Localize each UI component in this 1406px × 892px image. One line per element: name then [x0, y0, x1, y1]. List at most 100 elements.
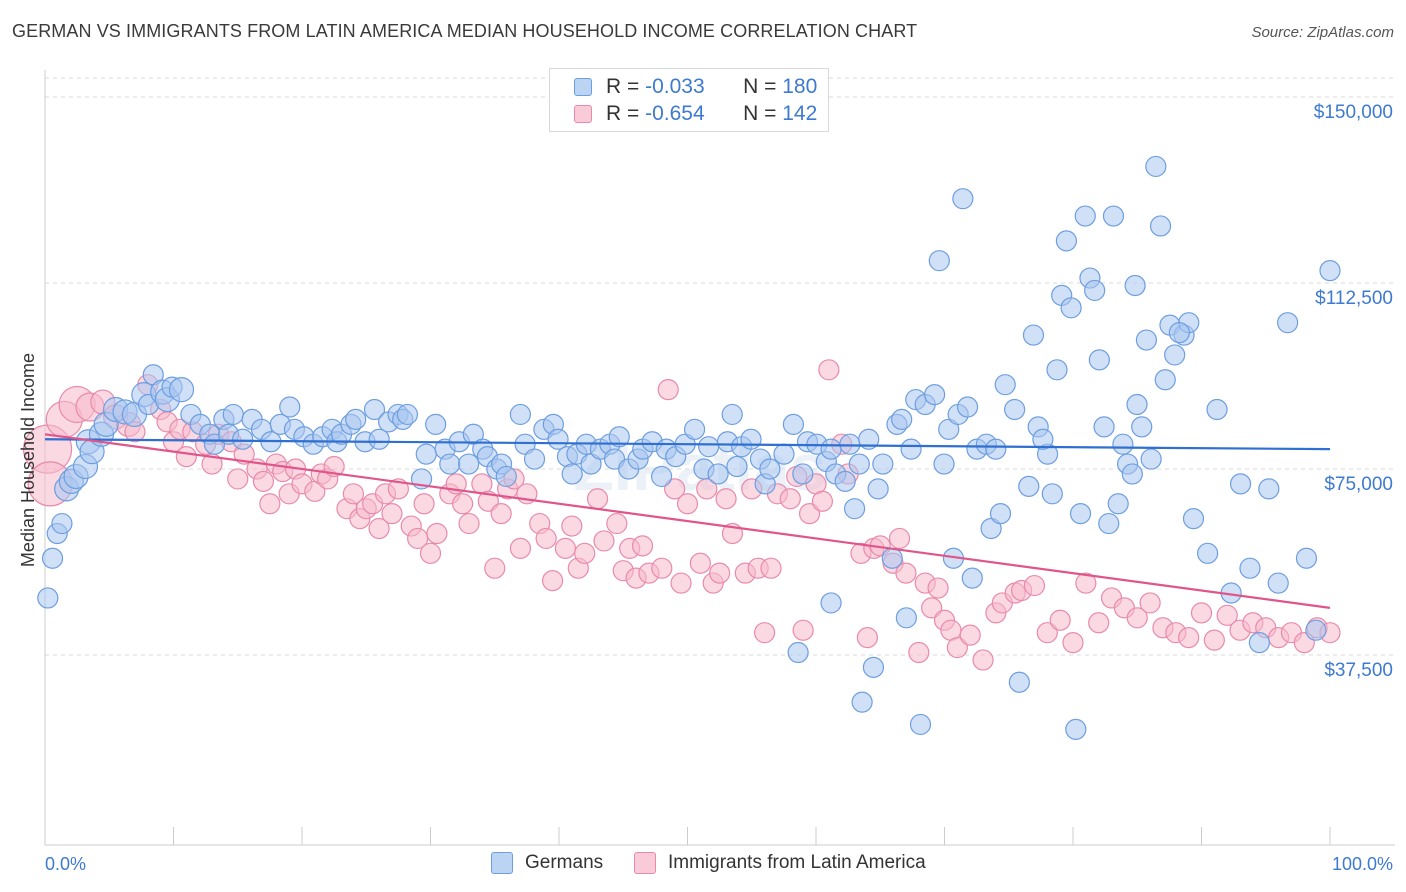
latin-america-point	[921, 597, 943, 619]
germans-point	[872, 453, 894, 475]
germans-point	[1088, 349, 1110, 371]
germans-point	[698, 436, 720, 458]
germans-point	[928, 250, 950, 272]
germans-point	[1145, 155, 1167, 178]
latin-america-point	[259, 493, 281, 515]
latin-america-point	[753, 622, 776, 644]
latin-america-point	[1023, 574, 1046, 597]
germans-point	[820, 438, 842, 460]
germans-point	[1295, 547, 1318, 569]
germans-point	[862, 656, 885, 679]
latin-america-point	[1139, 592, 1161, 614]
germans-point	[415, 443, 437, 465]
germans-point	[51, 512, 73, 535]
germans-point	[1206, 398, 1228, 421]
germans-point	[843, 498, 866, 520]
germans-point	[651, 465, 673, 488]
germans-point	[740, 428, 762, 450]
latin-america-point	[490, 503, 512, 525]
germans-point	[956, 396, 979, 418]
legend-item-germans[interactable]: Germans	[491, 852, 603, 874]
latin-america-point	[798, 503, 821, 525]
germans-point	[858, 428, 880, 450]
germans-point	[368, 428, 390, 450]
y-tick-label: $150,000	[1314, 102, 1393, 123]
latin-america-point	[1088, 612, 1110, 634]
germans-point	[1107, 493, 1129, 515]
latin-america-point	[1075, 572, 1097, 594]
latin-america-point	[709, 562, 731, 584]
germans-point	[458, 453, 480, 475]
germans-point	[1032, 428, 1054, 450]
germans-point	[881, 547, 903, 569]
germans-point	[961, 567, 983, 589]
germans-point	[608, 426, 630, 448]
legend-label-germans: Germans	[525, 852, 604, 873]
germans-point	[1121, 463, 1143, 485]
latin-america-point	[606, 512, 628, 535]
germans-point	[900, 438, 922, 460]
germans-point	[985, 438, 1007, 460]
axes	[44, 70, 1395, 846]
latin-america-point	[908, 641, 930, 664]
latin-america-point	[541, 569, 564, 592]
germans-point	[514, 433, 536, 455]
latin-america-point	[856, 627, 879, 649]
germans-point	[41, 547, 64, 569]
latin-america-point	[689, 552, 711, 574]
legend-item-latin-america[interactable]: Immigrants from Latin America	[634, 852, 926, 874]
latin-america-point	[888, 527, 911, 550]
latin-america-point	[509, 537, 532, 559]
germans-point	[462, 423, 484, 445]
germans-point	[726, 455, 748, 478]
chart-title: GERMAN VS IMMIGRANTS FROM LATIN AMERICA …	[12, 21, 918, 41]
germans-point	[1065, 718, 1087, 741]
germans-point	[1149, 215, 1172, 237]
germans-point	[396, 403, 419, 426]
legend-label-latin-america: Immigrants from Latin America	[668, 852, 926, 873]
germans-point	[1084, 279, 1106, 302]
germans-trend-line	[44, 438, 1331, 451]
germans-point	[1164, 344, 1186, 366]
axis-labels: $37,500 $75,000 $112,500 $150,000 0.0% 100.0%…	[18, 102, 1393, 874]
germans-point	[848, 453, 870, 475]
latin-america-point	[811, 490, 834, 512]
latin-america-point	[651, 557, 673, 579]
latin-america-point	[554, 537, 577, 559]
germans-point	[279, 396, 301, 418]
legend-r-label: R =	[606, 75, 640, 98]
latin-america-point	[760, 557, 782, 579]
germans-point	[1022, 324, 1045, 346]
latin-america-point	[895, 562, 917, 584]
latin-america-trend-line	[44, 433, 1331, 609]
y-tick-label: $37,500	[1324, 660, 1393, 681]
germans-point	[683, 418, 706, 440]
legend-swatch-latin-america	[634, 852, 656, 874]
germans-point	[1168, 322, 1190, 344]
latin-america-point	[252, 470, 275, 492]
latin-america-point	[657, 379, 679, 401]
latin-america-point	[342, 483, 364, 505]
germans-point	[834, 470, 856, 492]
germans-point	[759, 458, 781, 480]
y-tick-label: $112,500	[1315, 288, 1393, 309]
germans-point	[1069, 503, 1092, 525]
germans-point	[938, 418, 960, 440]
y-axis-title: Median Household Income	[18, 353, 38, 567]
germans-point	[168, 377, 195, 403]
germans-point	[495, 465, 517, 488]
latin-america-point	[946, 636, 968, 659]
germans-point	[1135, 329, 1158, 351]
series-germans-points	[37, 155, 1341, 741]
latin-america-point	[959, 624, 981, 646]
latin-america-point	[1126, 607, 1148, 629]
latin-america-point	[1062, 631, 1084, 654]
latin-america-point	[664, 478, 686, 500]
latin-america-point	[1203, 629, 1225, 651]
germans-point	[1060, 297, 1082, 319]
germans-point	[773, 443, 795, 465]
latin-america-point	[1036, 622, 1058, 644]
latin-america-point	[779, 488, 801, 510]
latin-america-point	[1049, 609, 1071, 631]
